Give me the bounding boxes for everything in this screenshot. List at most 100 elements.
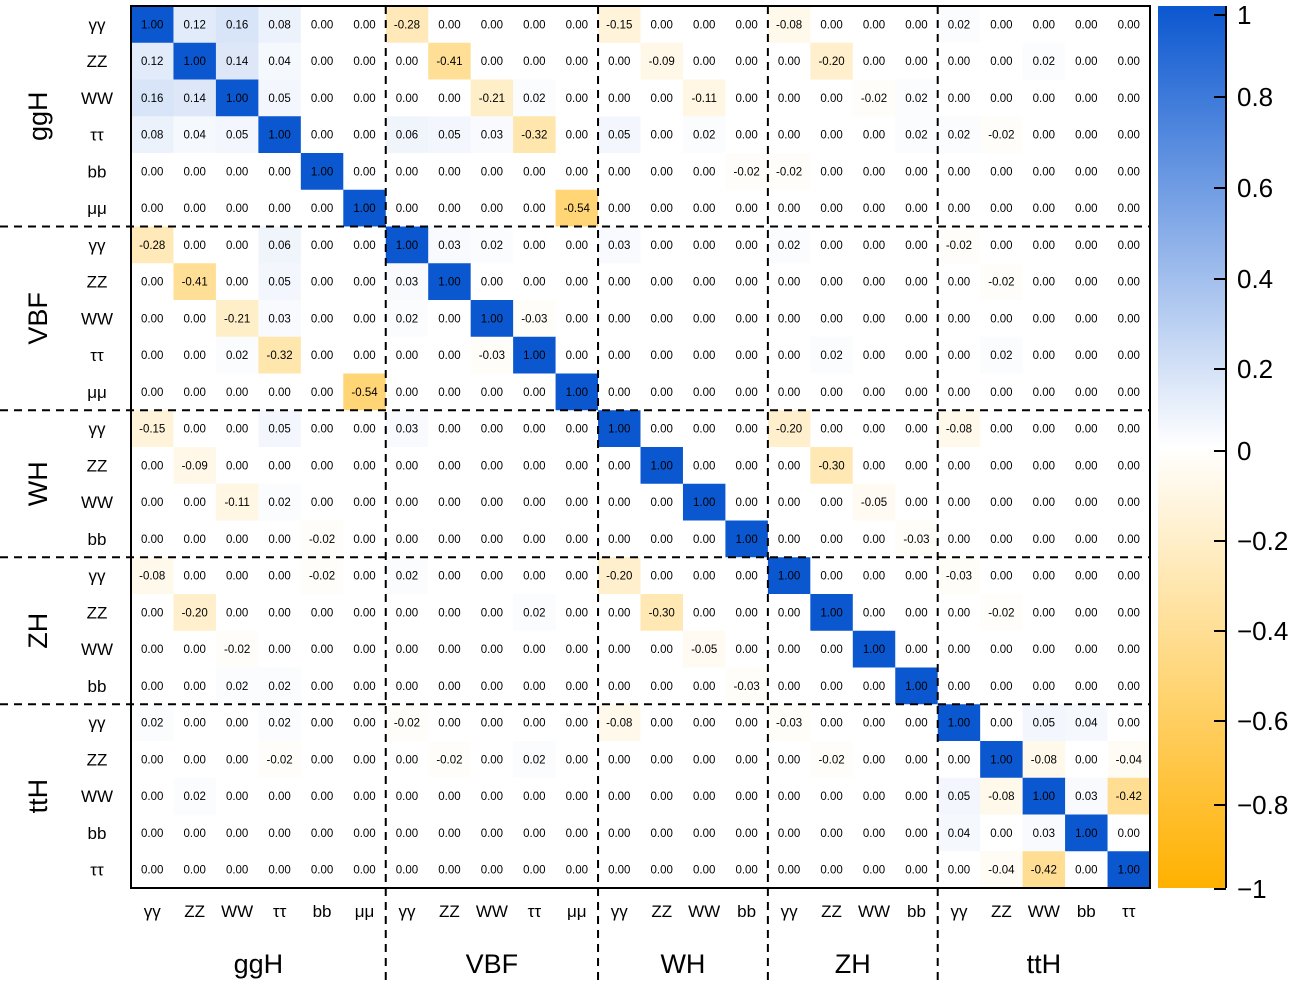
heatmap-cell (300, 116, 344, 154)
heatmap-cell (428, 777, 472, 815)
heatmap-cell (215, 189, 259, 227)
heatmap-cell (725, 814, 769, 852)
cell-value-label: 0.00 (863, 203, 885, 215)
cell-value-label: 0.00 (268, 387, 290, 399)
cell-value-label: 0.00 (863, 828, 885, 840)
heatmap-cell (385, 79, 429, 117)
cell-value-label: 0.03 (396, 424, 418, 436)
heatmap-cell (725, 6, 769, 44)
cell-value-label: 0.00 (863, 571, 885, 583)
cell-value-label: 0.00 (990, 313, 1012, 325)
cell-value-label: 0.05 (608, 130, 630, 142)
cell-value-label: 0.00 (990, 534, 1012, 546)
cell-value-label: 0.04 (268, 56, 291, 68)
heatmap-cell (852, 520, 896, 558)
heatmap-cell (810, 704, 854, 742)
cell-value-label: -0.08 (1031, 754, 1057, 766)
heatmap-cell (1107, 189, 1151, 227)
heatmap-cell (682, 741, 726, 779)
heatmap-cell (131, 557, 174, 595)
cell-value-label: 0.00 (651, 203, 673, 215)
cell-value-label: 0.00 (1033, 424, 1055, 436)
cell-value-label: -0.02 (988, 607, 1014, 619)
heatmap-cell (131, 42, 174, 80)
heatmap-cell (725, 410, 769, 448)
cell-value-label: 0.00 (566, 791, 588, 803)
heatmap-cell (385, 6, 429, 44)
cell-value-label: 0.00 (651, 93, 673, 105)
cell-value-label: 0.00 (693, 607, 715, 619)
cell-value-label: 0.00 (481, 166, 503, 178)
heatmap-cell (640, 6, 684, 44)
heatmap-cell (470, 777, 514, 815)
cell-value-label: 0.02 (523, 607, 545, 619)
row-label: ττ (90, 861, 104, 880)
cell-value-label: 0.00 (608, 203, 630, 215)
cell-value-label: 0.00 (566, 424, 588, 436)
heatmap-cell (1107, 520, 1151, 558)
cell-value-label: 0.00 (353, 497, 375, 509)
heatmap-cell (215, 79, 259, 117)
heatmap-cell (470, 226, 514, 264)
heatmap-cell (258, 79, 302, 117)
heatmap-cell (895, 116, 939, 154)
heatmap-cells: 1.00 0.12 0.16 0.08 0.00 0.00 -0.28 0.00 0.00 0.0… (131, 6, 1151, 889)
heatmap-cell (215, 557, 259, 595)
cell-value-label: -0.09 (649, 56, 675, 68)
column-label: ττ (1122, 902, 1136, 921)
cell-value-label: 0.00 (183, 240, 205, 252)
heatmap-cell (428, 594, 472, 632)
heatmap-cell (258, 520, 302, 558)
cell-value-label: 0.00 (1118, 130, 1140, 142)
heatmap-cell (1065, 6, 1108, 44)
cell-value-label: 0.00 (523, 203, 545, 215)
heatmap-cell (767, 300, 811, 338)
heatmap-cell (1022, 336, 1066, 374)
cell-value-label: 0.00 (693, 240, 715, 252)
cell-value-label: 0.00 (778, 754, 800, 766)
heatmap-cell (895, 704, 939, 742)
row-label: WW (81, 89, 113, 108)
cell-value-label: 0.00 (735, 130, 757, 142)
heatmap-cell (937, 594, 981, 632)
heatmap-cell (470, 557, 514, 595)
cell-value-label: 0.00 (438, 203, 460, 215)
cell-value-label: 0.00 (523, 19, 545, 31)
cell-value-label: 0.02 (268, 681, 290, 693)
heatmap-cell (682, 153, 726, 191)
cell-value-label: -0.08 (139, 571, 165, 583)
heatmap-cell (470, 6, 514, 44)
cell-value-label: 1.00 (311, 166, 333, 178)
cell-value-label: 0.00 (693, 350, 715, 362)
heatmap-cell (895, 520, 939, 558)
cell-value-label: 0.00 (651, 240, 673, 252)
heatmap-cell (131, 851, 174, 889)
cell-value-label: 0.00 (948, 313, 970, 325)
cell-value-label: 0.00 (778, 130, 800, 142)
cell-value-label: 0.02 (183, 791, 205, 803)
cell-value-label: 0.00 (226, 387, 248, 399)
heatmap-cell (1022, 6, 1066, 44)
cell-value-label: 0.00 (141, 497, 163, 509)
heatmap-cell (1107, 226, 1151, 264)
heatmap-cell (1107, 777, 1151, 815)
cell-value-label: 0.00 (523, 681, 545, 693)
heatmap-cell (1065, 667, 1108, 705)
heatmap-cell (258, 741, 302, 779)
heatmap-cell (173, 373, 217, 411)
group-labels: ggH ggH VBF VBF WH WH ZH ZH ttH ttH (23, 91, 1061, 979)
heatmap-cell (937, 79, 981, 117)
cell-value-label: 0.02 (141, 718, 163, 730)
heatmap-cell (173, 226, 217, 264)
cell-value-label: 0.00 (566, 313, 588, 325)
cell-value-label: 0.00 (396, 865, 418, 877)
heatmap-cell (513, 483, 556, 521)
heatmap-cell (343, 6, 387, 44)
cell-value-label: 0.00 (566, 644, 588, 656)
heatmap-cell (555, 116, 599, 154)
heatmap-cell (852, 630, 896, 668)
heatmap-cell (1065, 741, 1108, 779)
cell-value-label: 0.00 (1075, 203, 1097, 215)
row-label: γγ (89, 236, 107, 255)
heatmap-cell (513, 300, 556, 338)
